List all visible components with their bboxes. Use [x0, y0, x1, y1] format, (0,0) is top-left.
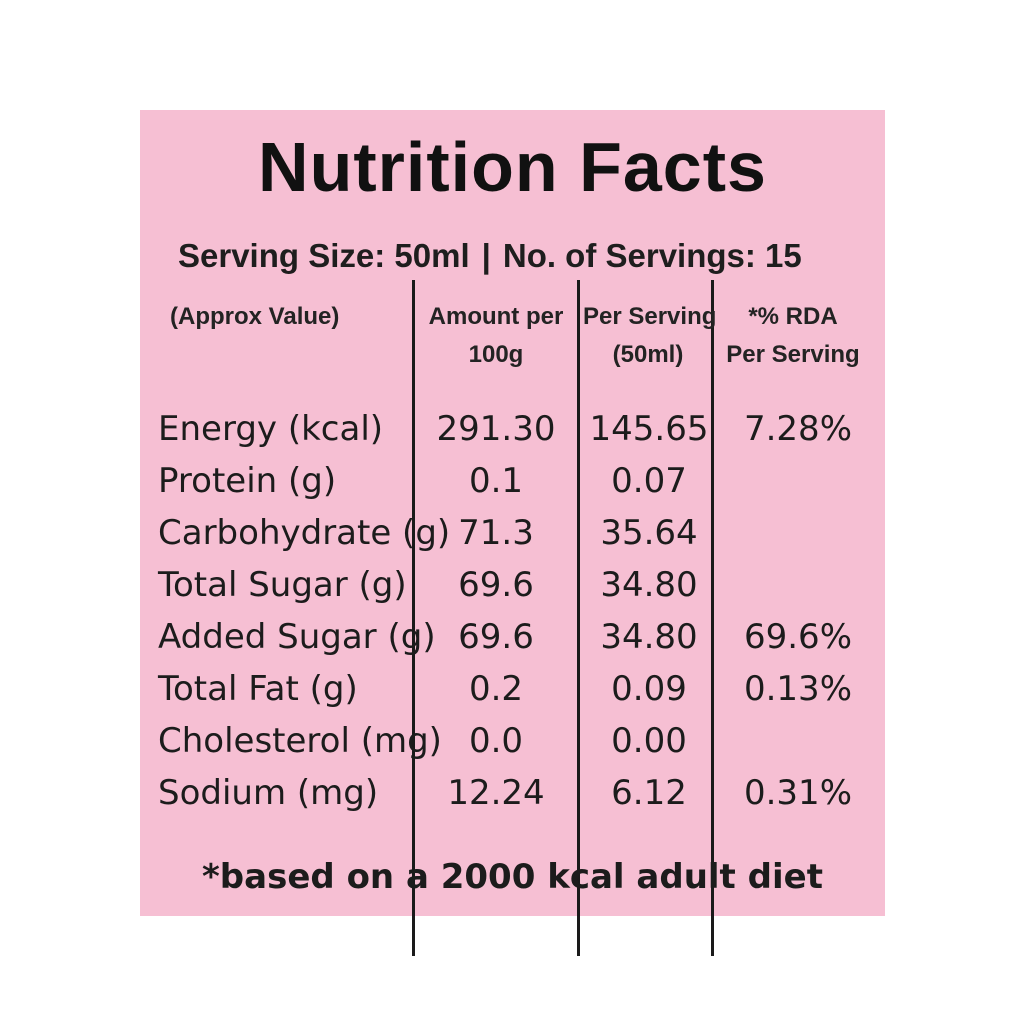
- nutrient-row-total-fat: Total Fat (g) 0.2 0.09 0.13%: [140, 666, 885, 718]
- nutrient-row-energy: Energy (kcal) 291.30 145.65 7.28%: [140, 406, 885, 458]
- amount-per-100g: 69.6: [458, 617, 534, 657]
- amount-per-100g: 0.0: [468, 721, 524, 761]
- nutrient-name: Protein (g): [158, 461, 337, 501]
- nutrient-row-cholesterol: Cholesterol (mg) 0.0 0.00: [140, 718, 885, 770]
- amount-per-100g: 0.2: [468, 669, 524, 709]
- serving-size: Serving Size: 50ml: [178, 237, 470, 274]
- rda-percent: 0.13%: [743, 669, 852, 709]
- rda-percent: 69.6%: [743, 617, 852, 657]
- header-per-serving-line1: Per Serving: [583, 303, 717, 330]
- header-amount-per-100g-line2: 100g: [468, 341, 524, 368]
- nutrient-name: Cholesterol (mg): [158, 721, 442, 761]
- amount-per-serving: 0.07: [611, 461, 687, 501]
- amount-per-100g: 69.6: [458, 565, 534, 605]
- nutrient-name: Sodium (mg): [158, 773, 379, 813]
- column-divider: [711, 280, 714, 956]
- amount-per-100g: 71.3: [458, 513, 534, 553]
- header-per-serving-line2: (50ml): [612, 341, 684, 368]
- nutrient-name: Added Sugar (g): [158, 617, 436, 657]
- header-per-serving: Per Serving (50ml): [583, 298, 717, 374]
- serving-info: Serving Size: 50ml | No. of Servings: 15: [178, 234, 802, 278]
- servings-count: No. of Servings: 15: [502, 237, 802, 274]
- column-divider: [412, 280, 415, 956]
- nutrient-name: Total Sugar (g): [158, 565, 407, 605]
- rda-percent: 0.31%: [743, 773, 852, 813]
- rda-percent: 7.28%: [743, 409, 852, 449]
- amount-per-100g: 12.24: [447, 773, 545, 813]
- label-title: Nutrition Facts: [258, 128, 767, 206]
- amount-per-serving: 0.00: [611, 721, 687, 761]
- header-rda-line2: Per Serving: [726, 341, 860, 368]
- amount-per-serving: 6.12: [611, 773, 687, 813]
- nutrient-row-protein: Protein (g) 0.1 0.07: [140, 458, 885, 510]
- nutrient-row-added-sugar: Added Sugar (g) 69.6 34.80 69.6%: [140, 614, 885, 666]
- nutrient-row-sodium: Sodium (mg) 12.24 6.12 0.31%: [140, 770, 885, 822]
- header-rda-line1: *% RDA: [748, 303, 838, 330]
- amount-per-100g: 291.30: [436, 409, 556, 449]
- nutrient-table: Energy (kcal) 291.30 145.65 7.28% Protei…: [140, 406, 885, 822]
- rda-footnote: *based on a 2000 kcal adult diet: [202, 857, 823, 897]
- amount-per-serving: 145.65: [589, 409, 709, 449]
- nutrient-name: Energy (kcal): [158, 409, 384, 449]
- amount-per-serving: 35.64: [600, 513, 698, 553]
- amount-per-serving: 0.09: [611, 669, 687, 709]
- header-approx-value-text: (Approx Value): [170, 303, 340, 330]
- header-rda: *% RDA Per Serving: [718, 298, 868, 374]
- nutrient-name: Carbohydrate (g): [158, 513, 451, 553]
- nutrient-row-total-sugar: Total Sugar (g) 69.6 34.80: [140, 562, 885, 614]
- header-amount-per-100g: Amount per 100g: [420, 298, 572, 374]
- header-approx-value: (Approx Value): [170, 298, 410, 336]
- nutrient-row-carbohydrate: Carbohydrate (g) 71.3 35.64: [140, 510, 885, 562]
- column-divider: [577, 280, 580, 956]
- amount-per-serving: 34.80: [600, 565, 698, 605]
- nutrient-name: Total Fat (g): [158, 669, 358, 709]
- amount-per-100g: 0.1: [468, 461, 524, 501]
- nutrition-label: Nutrition Facts Serving Size: 50ml | No. o…: [140, 110, 885, 956]
- header-amount-per-100g-line1: Amount per: [428, 303, 564, 330]
- amount-per-serving: 34.80: [600, 617, 698, 657]
- serving-separator: |: [481, 237, 491, 274]
